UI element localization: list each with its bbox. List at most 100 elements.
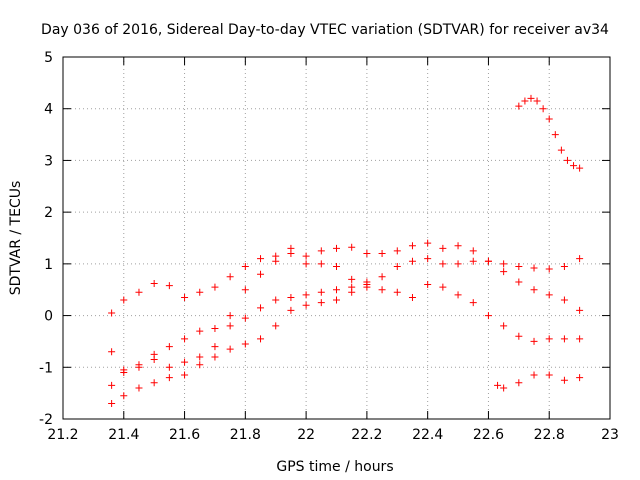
data-point <box>165 343 173 351</box>
x-tick-label: 22 <box>297 427 315 443</box>
data-point <box>424 281 432 289</box>
data-point <box>348 243 356 251</box>
axis-ticks <box>62 56 611 420</box>
data-point <box>348 288 356 296</box>
series-s4 <box>108 278 371 407</box>
data-point <box>408 293 416 301</box>
data-point <box>454 291 462 299</box>
data-point <box>317 299 325 307</box>
data-point <box>257 270 265 278</box>
data-point <box>211 353 219 361</box>
data-point <box>120 296 128 304</box>
chart-title: Day 036 of 2016, Sidereal Day-to-day VTE… <box>41 22 609 38</box>
data-point <box>515 102 523 110</box>
data-point <box>545 265 553 273</box>
data-point <box>484 312 492 320</box>
data-point <box>494 381 502 389</box>
data-point <box>257 255 265 263</box>
data-point <box>181 335 189 343</box>
data-point <box>560 296 568 304</box>
data-point <box>408 257 416 265</box>
data-point <box>333 244 340 252</box>
data-point <box>150 280 158 288</box>
data-point <box>317 247 325 255</box>
data-point <box>439 244 447 252</box>
data-point <box>454 260 462 268</box>
data-point <box>226 273 234 281</box>
data-point <box>560 262 568 270</box>
series-s6 <box>515 94 584 172</box>
data-point <box>545 335 553 343</box>
series-s5 <box>494 371 584 392</box>
data-point <box>287 244 295 252</box>
data-point <box>135 384 143 392</box>
data-point <box>576 374 584 382</box>
plot-frame <box>62 56 611 420</box>
series-s1 <box>108 239 584 317</box>
data-point <box>515 262 523 270</box>
data-point <box>226 345 234 353</box>
data-point <box>257 335 265 343</box>
data-point <box>196 361 204 369</box>
data-point <box>120 368 128 376</box>
x-tick-label: 21.2 <box>47 427 78 443</box>
data-point <box>545 115 553 123</box>
data-point <box>551 131 559 139</box>
data-point <box>393 288 401 296</box>
y-tick-label: -1 <box>39 360 53 376</box>
data-point <box>196 288 204 296</box>
data-point <box>211 283 219 291</box>
data-point <box>515 332 523 340</box>
data-point <box>576 255 584 263</box>
data-point <box>150 356 158 364</box>
data-point <box>181 371 189 379</box>
data-point <box>272 322 280 330</box>
data-point <box>363 278 371 286</box>
data-point <box>557 146 565 154</box>
data-point <box>563 156 571 164</box>
data-point <box>576 335 584 343</box>
data-point <box>500 260 508 268</box>
x-tick-label: 22.6 <box>473 427 504 443</box>
x-tick-label: 22.2 <box>351 427 382 443</box>
data-point <box>515 379 523 387</box>
data-point <box>530 371 538 379</box>
data-point <box>287 293 295 301</box>
y-tick-label: 4 <box>44 102 53 118</box>
data-point <box>576 306 584 314</box>
data-point <box>515 278 523 286</box>
data-point <box>108 399 116 407</box>
data-series <box>108 94 584 407</box>
data-point <box>165 282 173 290</box>
grid <box>63 57 610 419</box>
data-point <box>226 322 234 330</box>
data-point <box>241 262 249 270</box>
data-point <box>439 283 447 291</box>
data-point <box>378 250 386 258</box>
data-point <box>302 301 310 309</box>
data-point <box>241 286 249 294</box>
data-point <box>500 268 508 276</box>
data-point <box>393 247 401 255</box>
data-point <box>302 291 310 299</box>
x-tick-label: 21.4 <box>108 427 139 443</box>
data-point <box>211 343 219 351</box>
y-tick-label: -2 <box>39 412 53 428</box>
data-point <box>500 384 508 392</box>
data-point <box>484 257 492 265</box>
data-point <box>469 299 477 307</box>
data-point <box>393 262 401 270</box>
x-tick-label: 23 <box>601 427 619 443</box>
x-tick-label: 21.8 <box>230 427 261 443</box>
data-point <box>257 304 265 312</box>
data-point <box>333 286 340 294</box>
data-point <box>576 164 584 172</box>
data-point <box>530 337 538 345</box>
y-tick-label: 5 <box>44 50 53 66</box>
data-point <box>150 379 158 387</box>
data-point <box>560 376 568 384</box>
x-tick-label: 21.6 <box>169 427 200 443</box>
x-tick-label: 22.4 <box>412 427 443 443</box>
data-point <box>363 250 371 258</box>
data-point <box>545 291 553 299</box>
